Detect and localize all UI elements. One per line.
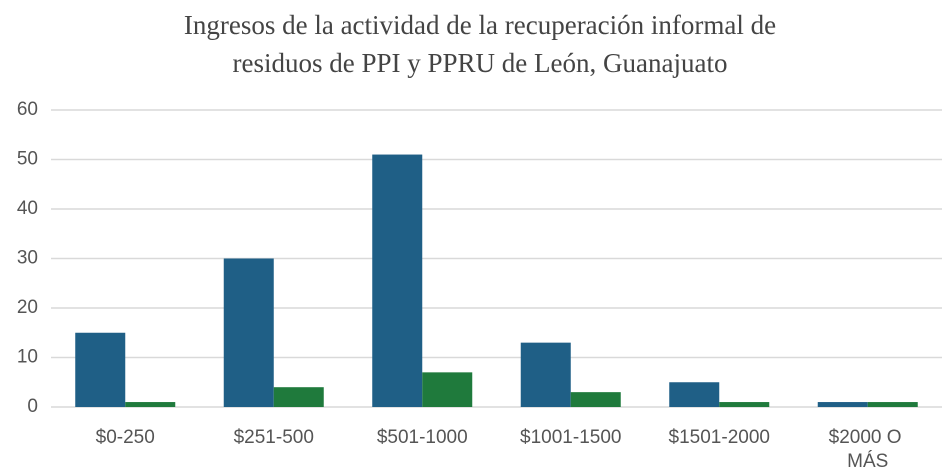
- x-tick-label: $2000 O MÁS: [829, 427, 907, 472]
- chart-title: residuos de PPI y PPRU de León, Guanajua…: [233, 48, 728, 78]
- y-tick-label: 50: [17, 149, 38, 170]
- bar: [75, 332, 126, 407]
- chart-title: Ingresos de la actividad de la recuperac…: [184, 10, 776, 40]
- bar: [867, 402, 918, 407]
- x-tick-label: $1001-1500: [520, 427, 621, 448]
- y-tick-label: 60: [17, 99, 38, 120]
- bar: [125, 402, 176, 407]
- y-tick-label: 40: [17, 198, 38, 219]
- bar: [669, 382, 720, 407]
- bar: [520, 342, 571, 407]
- y-tick-label: 30: [17, 248, 38, 269]
- y-tick-label: 0: [27, 396, 38, 417]
- x-tick-label-line: $2000 O: [829, 427, 907, 448]
- bar: [372, 154, 423, 407]
- x-tick-label: $1501-2000: [669, 427, 770, 448]
- x-tick-label: $251-500: [234, 427, 314, 448]
- y-tick-label: 10: [17, 347, 38, 368]
- x-tick-label: $501-1000: [377, 427, 468, 448]
- bar: [223, 258, 274, 407]
- x-tick-label-line: MÁS: [847, 451, 888, 472]
- bar: [719, 402, 770, 407]
- x-tick-label: $0-250: [96, 427, 155, 448]
- bar: [817, 402, 868, 407]
- bar: [273, 387, 324, 407]
- bar: [422, 372, 473, 407]
- y-tick-label: 20: [17, 297, 38, 318]
- bar: [570, 392, 621, 407]
